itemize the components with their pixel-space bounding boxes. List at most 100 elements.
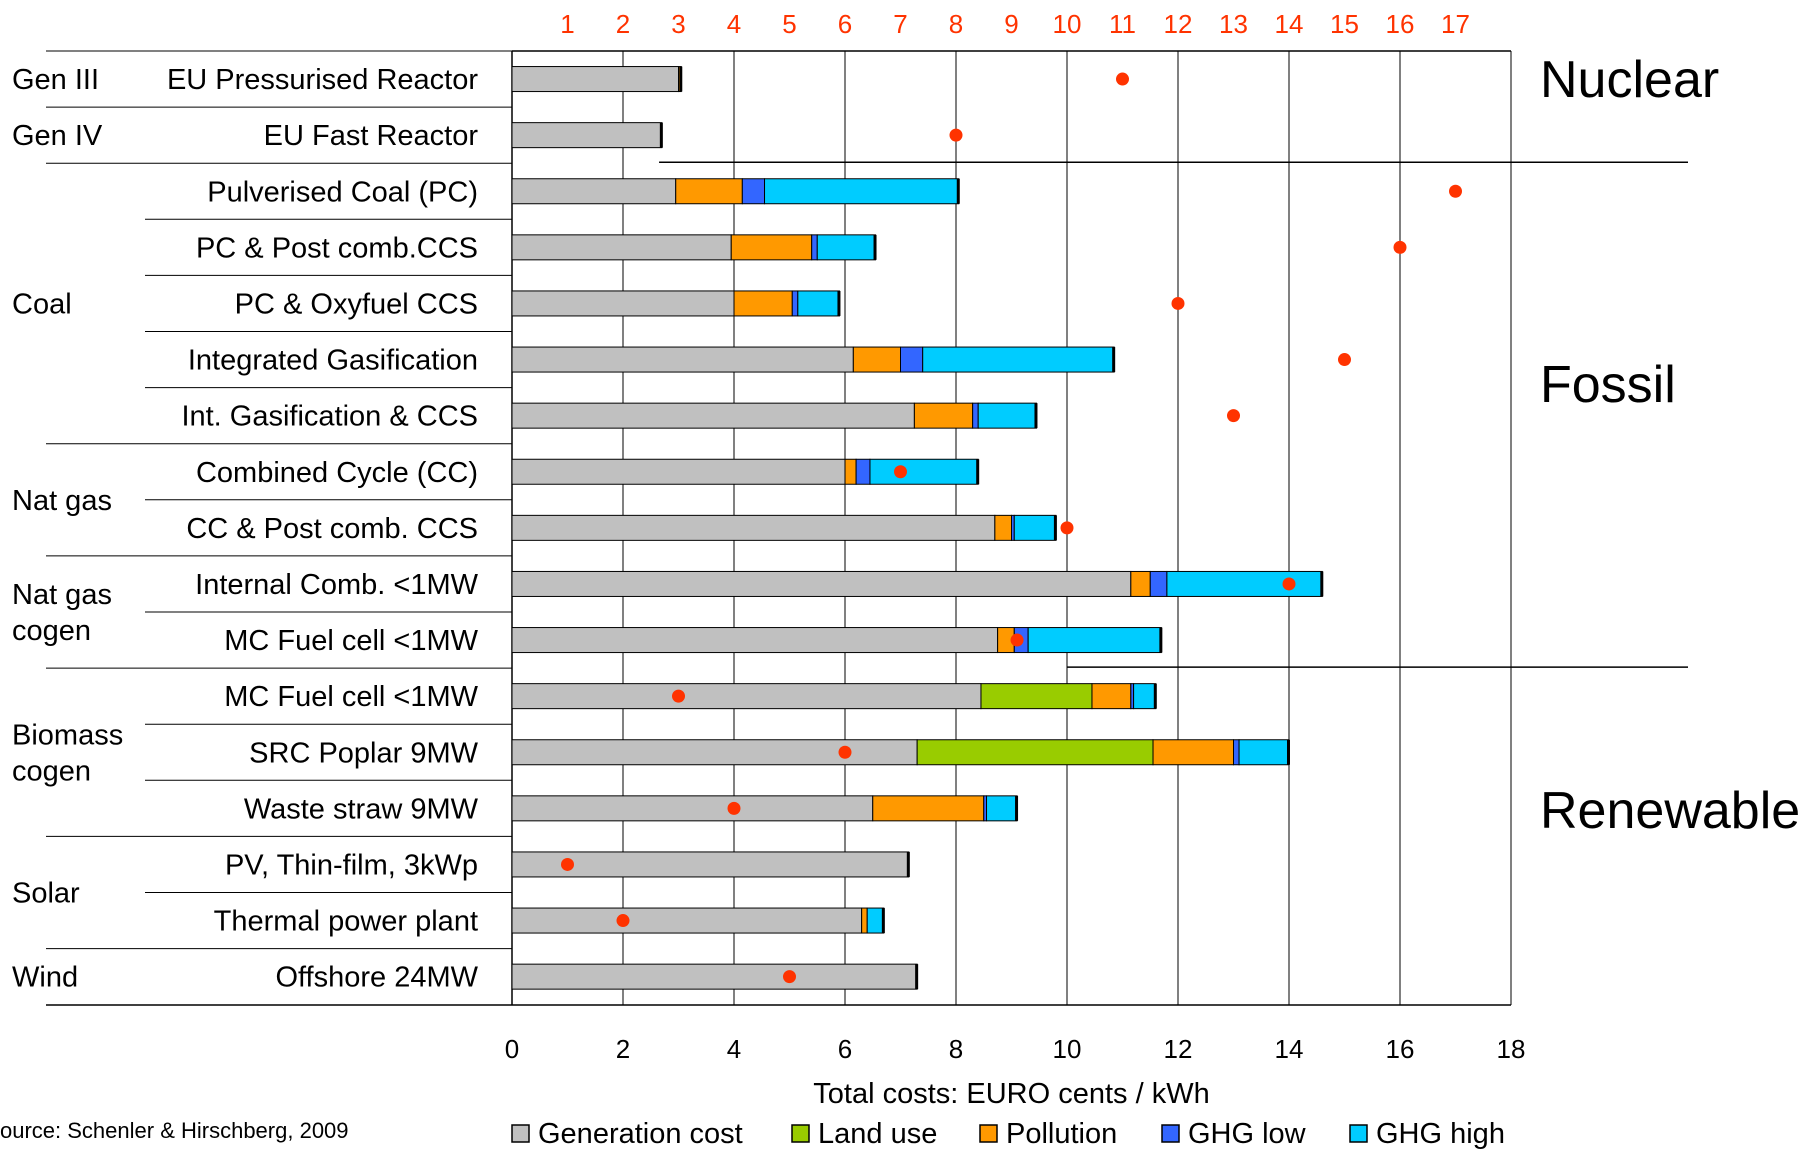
bar-segment	[980, 683, 1093, 710]
bar-segment	[866, 907, 885, 934]
x-tick-label: 12	[1164, 1034, 1193, 1064]
rank-tick-label: 16	[1386, 9, 1415, 39]
bar-segment	[511, 402, 915, 429]
rank-tick-label: 5	[782, 9, 796, 39]
rank-tick-label: 8	[949, 9, 963, 39]
bar-segment	[511, 458, 846, 485]
bar-segment	[852, 346, 902, 373]
bar-segment	[972, 402, 979, 429]
bar-segment	[977, 402, 1037, 429]
group-label-0: Gen III	[12, 64, 99, 96]
bar-end-cap	[1320, 571, 1324, 597]
category-label: EU Pressurised Reactor	[167, 64, 478, 96]
bar-end-cap	[915, 964, 919, 990]
bar-segment	[1238, 739, 1290, 766]
bar-end-cap	[1112, 347, 1116, 373]
rank-marker	[1060, 521, 1074, 535]
bar-segment	[1130, 570, 1151, 597]
bar-segment	[797, 290, 840, 317]
group-label-2: Coal	[12, 288, 72, 320]
source-note: ource: Schenler & Hirschberg, 2009	[0, 1118, 349, 1143]
bar-segment	[872, 795, 985, 822]
x-tick-label: 0	[505, 1034, 519, 1064]
rank-marker	[616, 914, 630, 928]
rank-tick-label: 7	[893, 9, 907, 39]
rank-tick-label: 1	[560, 9, 574, 39]
rank-tick-label: 11	[1109, 9, 1136, 39]
category-label: Offshore 24MW	[275, 962, 478, 994]
category-label: EU Fast Reactor	[264, 120, 479, 152]
bar-segment	[994, 514, 1012, 541]
rank-tick-label: 10	[1053, 9, 1082, 39]
bar-segment	[511, 178, 677, 205]
legend-swatch	[1349, 1124, 1368, 1143]
rank-tick-label: 3	[671, 9, 685, 39]
bar-segment	[733, 290, 793, 317]
bar-segment	[511, 907, 863, 934]
bar-segment	[855, 458, 871, 485]
bar-segment	[511, 627, 999, 654]
rank-marker	[1010, 633, 1024, 647]
bar-segment	[1152, 739, 1235, 766]
group-label-3: Nat gas	[12, 485, 112, 517]
bar-end-cap	[659, 122, 663, 148]
category-label: SRC Poplar 9MW	[249, 737, 478, 769]
x-tick-label: 4	[727, 1034, 741, 1064]
group-label-7: Wind	[12, 962, 78, 994]
bar-end-cap	[1034, 403, 1038, 429]
bar-end-cap	[1287, 739, 1290, 765]
bar-segment	[913, 402, 974, 429]
bar-segment	[511, 290, 735, 317]
bar-segment	[791, 290, 799, 317]
category-label: MC Fuel cell <1MW	[224, 625, 478, 657]
legend-swatch	[511, 1124, 530, 1143]
rank-tick-label: 14	[1275, 9, 1304, 39]
bar-end-cap	[1153, 683, 1157, 709]
category-label: MC Fuel cell <1MW	[224, 681, 478, 713]
group-label-4: Nat gas cogen	[12, 579, 112, 647]
x-tick-label: 6	[838, 1034, 852, 1064]
bar-segment	[511, 739, 918, 766]
bar-segment	[1133, 683, 1157, 710]
rank-marker	[1116, 72, 1129, 86]
rank-tick-label: 4	[727, 9, 741, 39]
rank-tick-label: 2	[616, 9, 630, 39]
bar-end-cap	[1015, 795, 1019, 821]
bar-segment	[1166, 570, 1323, 597]
rank-marker	[894, 465, 907, 479]
bar-end-cap	[976, 459, 980, 485]
bar-segment	[922, 346, 1115, 373]
bar-segment	[511, 851, 910, 878]
rank-marker	[1227, 409, 1240, 423]
bar-segment	[844, 458, 857, 485]
legend-label: GHG low	[1188, 1118, 1307, 1149]
group-label-1: Gen IV	[12, 120, 103, 152]
bar-end-cap	[1053, 515, 1057, 541]
bar-segment	[511, 122, 663, 149]
bar-end-cap	[873, 234, 877, 260]
category-label: Waste straw 9MW	[244, 793, 479, 825]
bar-segment	[511, 963, 918, 990]
bar-segment	[986, 795, 1018, 822]
category-label: Internal Comb. <1MW	[195, 569, 478, 601]
legend-label: Land use	[818, 1118, 937, 1149]
x-tick-label: 2	[616, 1034, 630, 1064]
group-label-6: Solar	[12, 878, 80, 910]
bar-segment	[511, 570, 1132, 597]
category-label: Pulverised Coal (PC)	[207, 176, 478, 208]
category-label: CC & Post comb. CCS	[186, 513, 478, 545]
bar-end-cap	[679, 66, 683, 92]
rank-marker	[1171, 296, 1185, 310]
bar-segment	[1149, 570, 1168, 597]
category-label: PC & Oxyfuel CCS	[235, 288, 478, 320]
x-tick-label: 14	[1275, 1034, 1304, 1064]
rank-marker	[1449, 184, 1462, 198]
section-label-nuclear: Nuclear	[1540, 51, 1719, 109]
bar-segment	[1091, 683, 1132, 710]
legend-swatch	[979, 1124, 998, 1143]
section-label-renewable: Renewable	[1540, 782, 1800, 840]
rank-tick-label: 12	[1164, 9, 1193, 39]
rank-marker	[1338, 353, 1351, 367]
category-label: Integrated Gasification	[188, 345, 478, 377]
rank-marker	[1282, 577, 1296, 591]
